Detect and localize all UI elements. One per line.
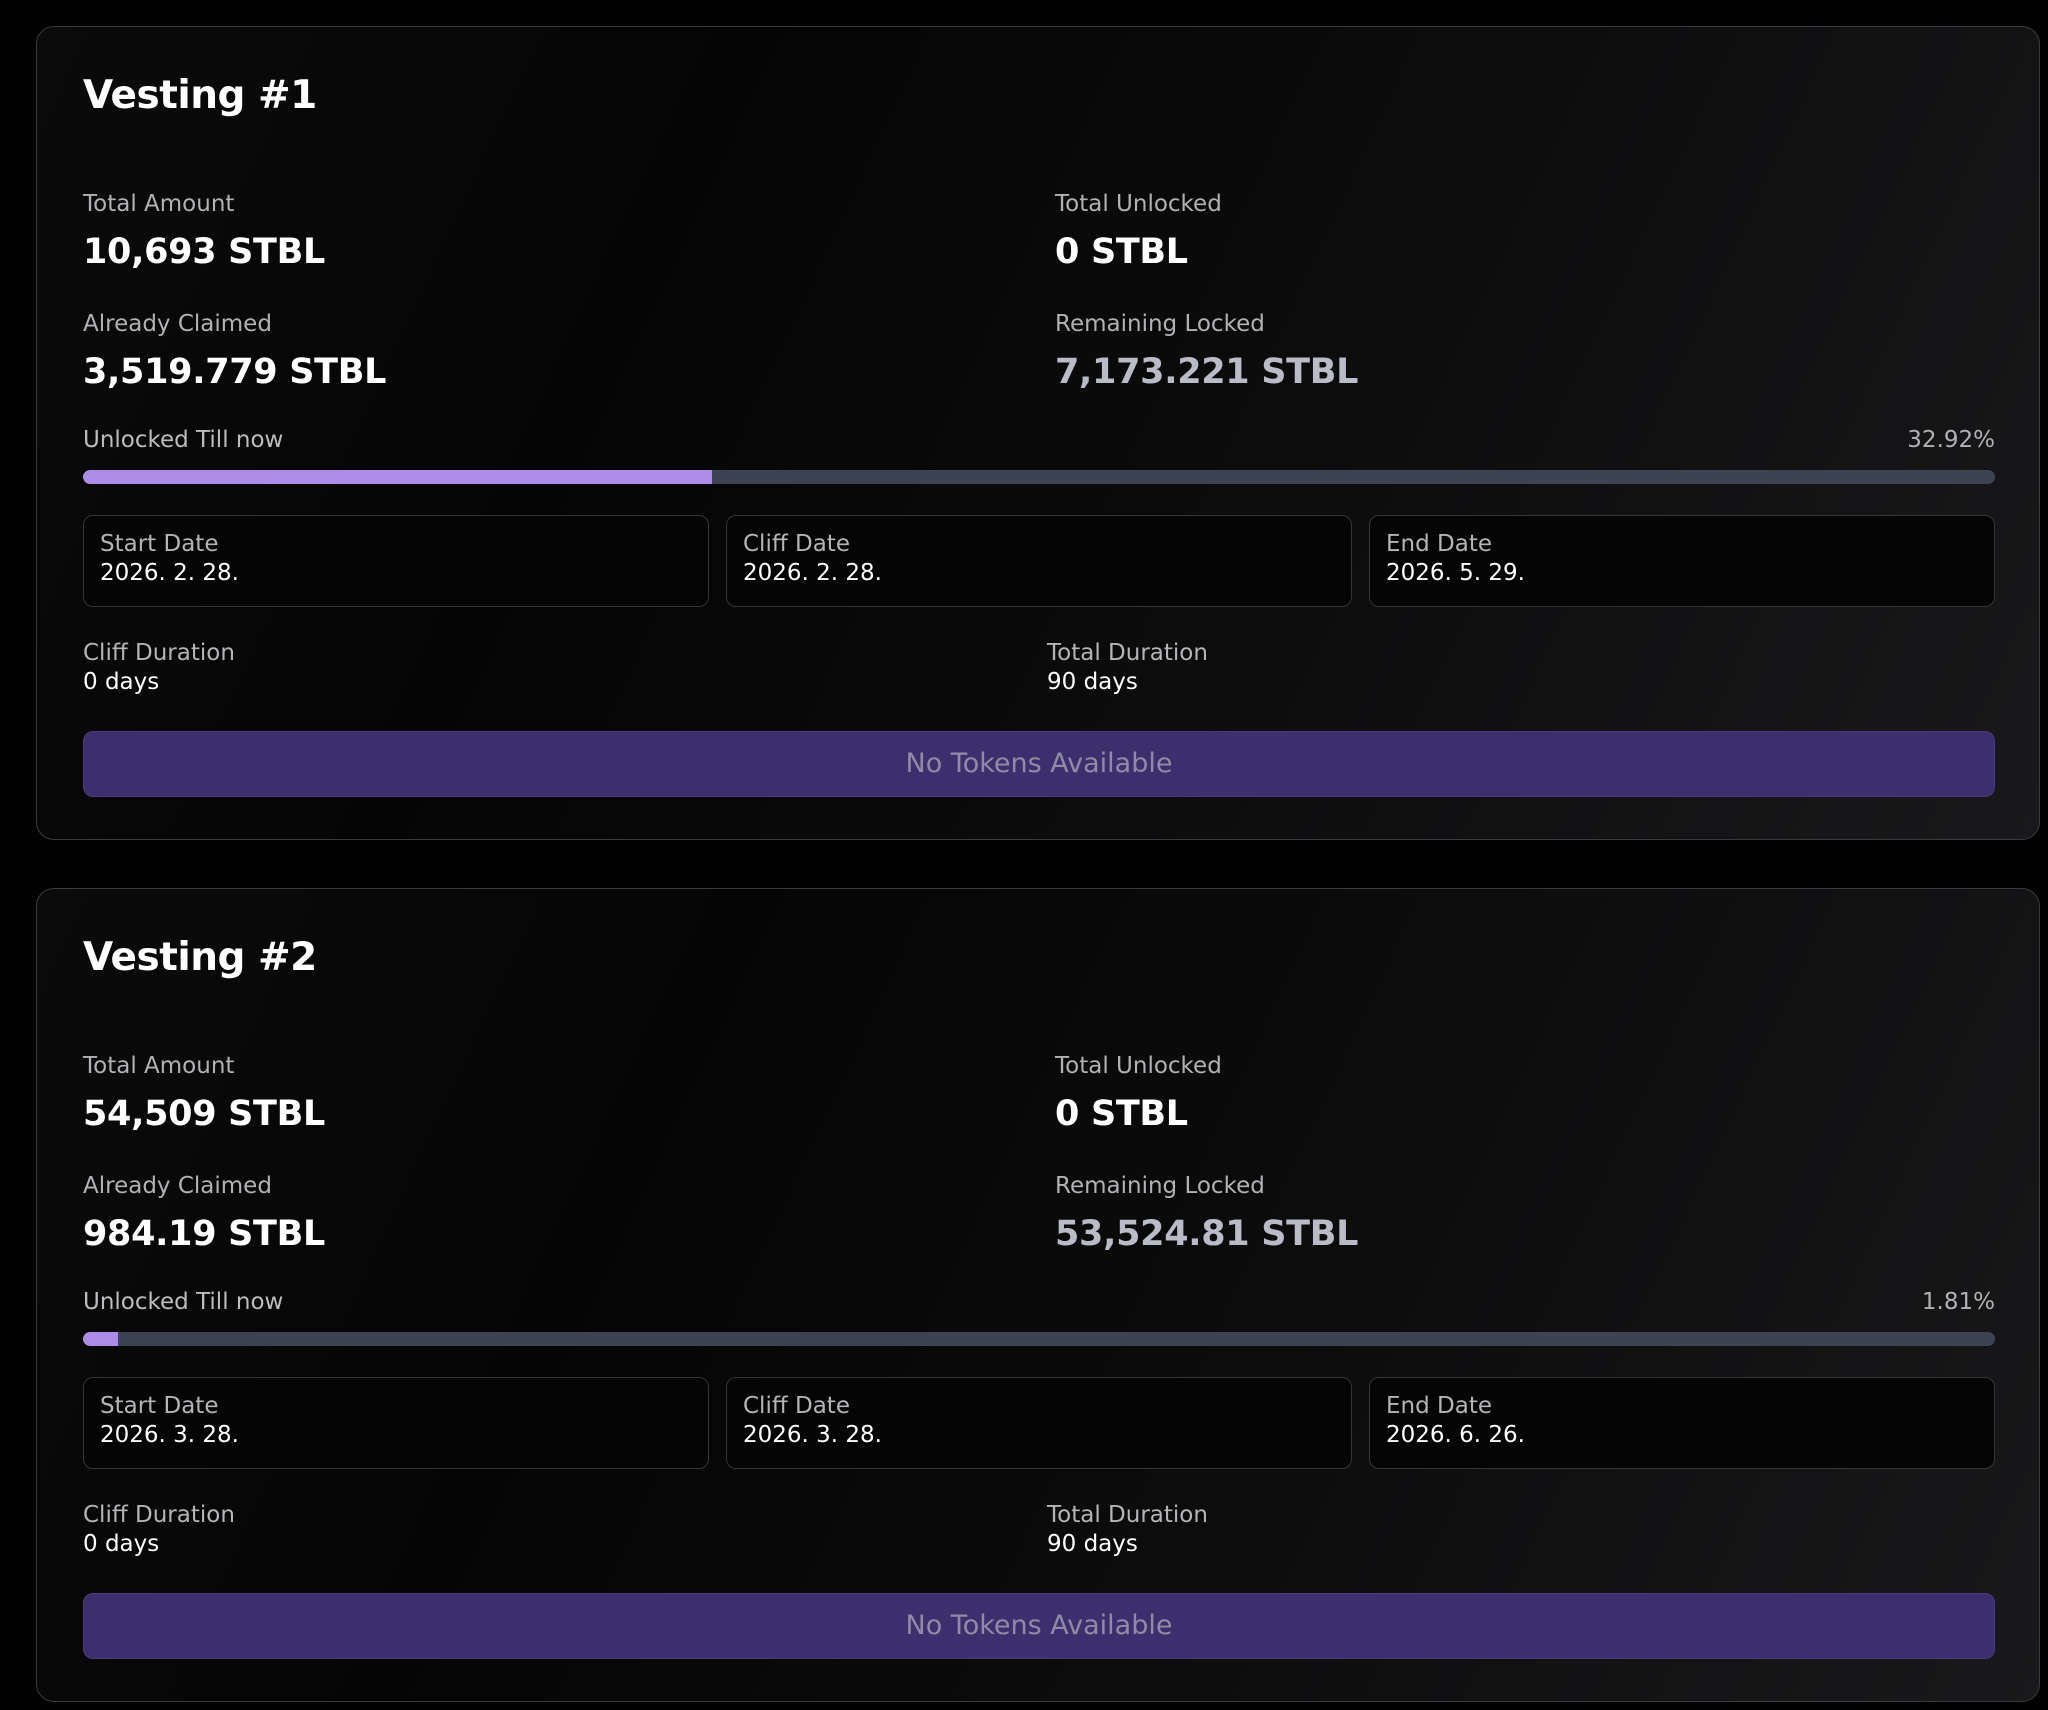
vesting-card: Vesting #2 Total Amount 54,509 STBL Tota… — [36, 888, 2040, 1702]
unlock-progress-fill — [83, 470, 713, 484]
cliff-duration-value: 0 days — [83, 669, 160, 695]
total-unlocked-stat: Total Unlocked 0 STBL — [1055, 189, 1222, 273]
end-date-box: End Date 2026. 6. 26. — [1369, 1377, 1995, 1469]
start-date-label: Start Date — [100, 531, 219, 557]
vesting-card: Vesting #1 Total Amount 10,693 STBL Tota… — [36, 26, 2040, 840]
remaining-locked-value: 7,173.221 STBL — [1055, 352, 1359, 392]
cliff-duration: Cliff Duration 0 days — [83, 1501, 235, 1559]
cliff-date-value: 2026. 2. 28. — [743, 560, 882, 586]
total-amount-label: Total Amount — [83, 191, 235, 217]
remaining-locked-stat: Remaining Locked 53,524.81 STBL — [1055, 1171, 1358, 1255]
remaining-locked-label: Remaining Locked — [1055, 1173, 1265, 1199]
claim-button[interactable]: No Tokens Available — [83, 731, 1995, 797]
cliff-duration-label: Cliff Duration — [83, 640, 235, 666]
end-date-box: End Date 2026. 5. 29. — [1369, 515, 1995, 607]
unlock-progress-fill — [83, 1332, 118, 1346]
claim-button[interactable]: No Tokens Available — [83, 1593, 1995, 1659]
start-date-label: Start Date — [100, 1393, 219, 1419]
end-date-label: End Date — [1386, 531, 1492, 557]
total-duration-value: 90 days — [1047, 1531, 1138, 1557]
total-amount-value: 54,509 STBL — [83, 1094, 326, 1134]
start-date-box: Start Date 2026. 3. 28. — [83, 1377, 709, 1469]
progress-percent: 1.81% — [1921, 1289, 1995, 1315]
total-duration-label: Total Duration — [1047, 1502, 1208, 1528]
cliff-date-box: Cliff Date 2026. 3. 28. — [726, 1377, 1352, 1469]
already-claimed-label: Already Claimed — [83, 311, 272, 337]
vesting-title: Vesting #1 — [83, 73, 317, 118]
already-claimed-label: Already Claimed — [83, 1173, 272, 1199]
total-amount-stat: Total Amount 10,693 STBL — [83, 189, 325, 273]
total-duration-value: 90 days — [1047, 669, 1138, 695]
already-claimed-stat: Already Claimed 3,519.779 STBL — [83, 309, 386, 393]
unlock-progress-bar — [83, 470, 1995, 484]
progress-percent: 32.92% — [1907, 427, 1995, 453]
cliff-duration-label: Cliff Duration — [83, 1502, 235, 1528]
unlock-progress-bar — [83, 1332, 1995, 1346]
vesting-title: Vesting #2 — [83, 935, 317, 980]
cliff-date-value: 2026. 3. 28. — [743, 1422, 882, 1448]
total-duration-label: Total Duration — [1047, 640, 1208, 666]
cliff-duration-value: 0 days — [83, 1531, 160, 1557]
total-amount-stat: Total Amount 54,509 STBL — [83, 1051, 325, 1135]
total-duration: Total Duration 90 days — [1047, 639, 1208, 697]
total-unlocked-label: Total Unlocked — [1055, 191, 1222, 217]
start-date-box: Start Date 2026. 2. 28. — [83, 515, 709, 607]
already-claimed-stat: Already Claimed 984.19 STBL — [83, 1171, 325, 1255]
already-claimed-value: 984.19 STBL — [83, 1214, 326, 1254]
end-date-label: End Date — [1386, 1393, 1492, 1419]
total-amount-label: Total Amount — [83, 1053, 235, 1079]
remaining-locked-value: 53,524.81 STBL — [1055, 1214, 1359, 1254]
remaining-locked-label: Remaining Locked — [1055, 311, 1265, 337]
cliff-date-label: Cliff Date — [743, 531, 850, 557]
progress-label: Unlocked Till now — [83, 1289, 284, 1315]
total-duration: Total Duration 90 days — [1047, 1501, 1208, 1559]
total-unlocked-stat: Total Unlocked 0 STBL — [1055, 1051, 1222, 1135]
cliff-date-box: Cliff Date 2026. 2. 28. — [726, 515, 1352, 607]
total-unlocked-label: Total Unlocked — [1055, 1053, 1222, 1079]
cliff-date-label: Cliff Date — [743, 1393, 850, 1419]
progress-label: Unlocked Till now — [83, 427, 284, 453]
already-claimed-value: 3,519.779 STBL — [83, 352, 387, 392]
cliff-duration: Cliff Duration 0 days — [83, 639, 235, 697]
start-date-value: 2026. 2. 28. — [100, 560, 239, 586]
end-date-value: 2026. 5. 29. — [1386, 560, 1525, 586]
start-date-value: 2026. 3. 28. — [100, 1422, 239, 1448]
total-unlocked-value: 0 STBL — [1055, 1094, 1188, 1134]
total-amount-value: 10,693 STBL — [83, 232, 326, 272]
remaining-locked-stat: Remaining Locked 7,173.221 STBL — [1055, 309, 1358, 393]
end-date-value: 2026. 6. 26. — [1386, 1422, 1525, 1448]
total-unlocked-value: 0 STBL — [1055, 232, 1188, 272]
